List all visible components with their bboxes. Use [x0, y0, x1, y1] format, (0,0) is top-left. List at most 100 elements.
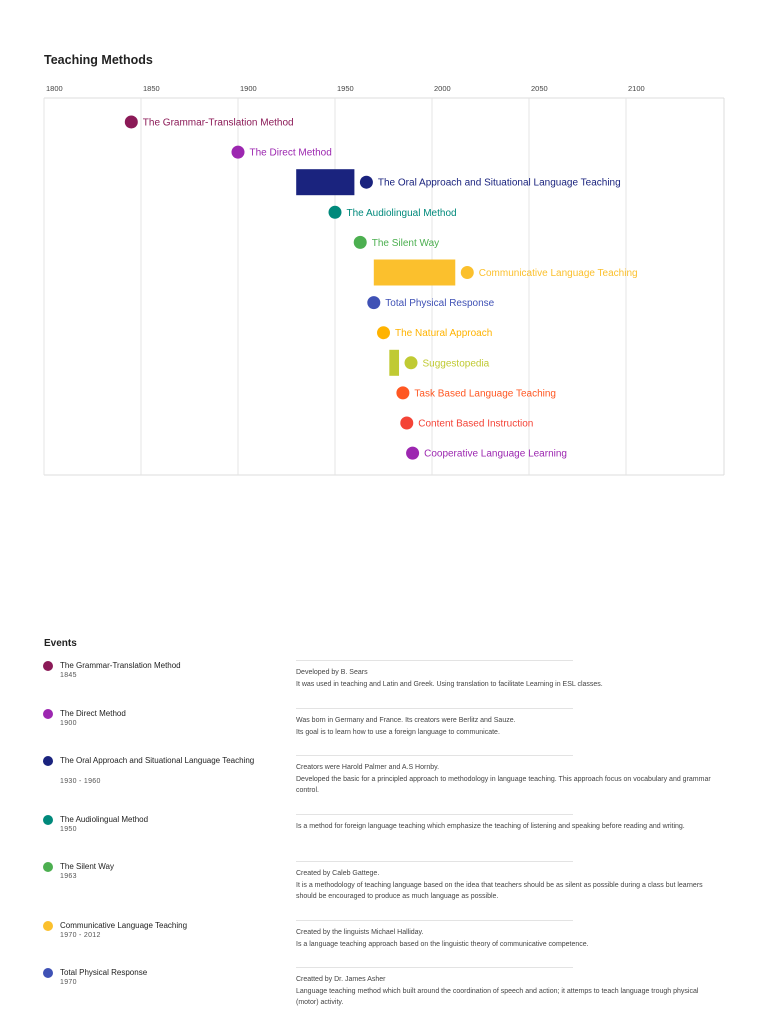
event-years: 1970	[60, 979, 77, 986]
event-dot-icon	[43, 709, 53, 719]
axis-ticks: 1800 1850 1900 1950 2000 2050 2100	[46, 84, 645, 93]
event-name: The Audiolingual Method	[60, 815, 149, 824]
event-dot-icon	[43, 862, 53, 872]
tick-label-2050: 2050	[531, 84, 548, 93]
event-years: 1845	[60, 672, 77, 679]
marker-dot	[231, 145, 245, 159]
event-description-line: Its goal is to learn how to use a foreig…	[296, 728, 500, 736]
event-divider	[296, 755, 573, 756]
marker-dot	[377, 326, 390, 340]
marker-dot	[404, 356, 418, 370]
event-description-line: Created by the linguists Michael Hallida…	[296, 929, 424, 936]
event-years: 1970 - 2012	[60, 932, 101, 939]
event-name: The Grammar-Translation Method	[60, 661, 181, 670]
item-label: Total Physical Response	[385, 298, 494, 309]
item-label: The Silent Way	[372, 238, 439, 249]
event-description-line: Developed the basic for a principled app…	[296, 775, 711, 795]
marker-dot	[367, 296, 381, 310]
marker-dot	[353, 235, 367, 249]
item-label: The Direct Method	[250, 148, 332, 159]
tick-label-1900: 1900	[240, 84, 257, 93]
events-title: Events	[44, 638, 77, 649]
gridlines	[43, 97, 725, 476]
event-description: Created by Caleb Gattege. It is a methodo…	[296, 868, 716, 903]
tick-label-1800: 1800	[46, 84, 63, 93]
timeline-item-the-direct-method[interactable]: The Direct Method	[231, 145, 332, 159]
marker-dot	[328, 205, 342, 219]
range-bar	[389, 349, 400, 376]
marker-dot	[396, 386, 410, 400]
event-dot-icon	[43, 756, 53, 766]
tick-label-1950: 1950	[337, 84, 354, 93]
event-years: 1950	[60, 826, 77, 833]
timeline-item-suggestopedia[interactable]: Suggestopedia	[389, 349, 490, 376]
event-divider	[296, 814, 573, 815]
event-description: Is a method for foreign language teachin…	[296, 821, 716, 833]
item-label: Task Based Language Teaching	[414, 388, 556, 399]
event-name: Communicative Language Teaching	[60, 921, 188, 930]
event-description: Created by the linguists Michael Hallida…	[296, 927, 716, 950]
item-label: Cooperative Language Learning	[424, 449, 567, 460]
tick-label-1850: 1850	[143, 84, 160, 93]
timeline-item-content-based-instruction[interactable]: Content Based Instruction	[400, 416, 533, 430]
timeline-item-cooperative-language-learning[interactable]: Cooperative Language Learning	[406, 446, 567, 460]
tick-label-2000: 2000	[434, 84, 451, 93]
event-description: Developed by B. Sears It was used in teac…	[296, 667, 716, 690]
item-label: Content Based Instruction	[418, 419, 533, 430]
timeline-item-the-grammar-translation-method[interactable]: The Grammar-Translation Method	[124, 115, 294, 129]
item-label: Suggestopedia	[423, 358, 490, 369]
marker-dot	[124, 115, 138, 129]
timeline-item-the-silent-way[interactable]: The Silent Way	[353, 235, 439, 249]
event-description-line: Language teaching method which built aro…	[296, 987, 699, 1007]
event-divider	[296, 920, 573, 921]
item-label: Communicative Language Teaching	[479, 268, 638, 279]
timeline-item-the-oral-approach-and-situational-language-teaching[interactable]: The Oral Approach and Situational Langua…	[296, 169, 621, 196]
marker-dot	[460, 266, 474, 279]
event-divider	[296, 708, 573, 709]
event-description-line: It is a methodology of teaching language…	[296, 881, 703, 901]
event-divider	[296, 967, 573, 968]
event-description-line: Was born in Germany and France. Its crea…	[296, 717, 516, 724]
event-description-line: Developed by B. Sears	[296, 669, 368, 676]
timeline-item-total-physical-response[interactable]: Total Physical Response	[367, 296, 495, 310]
timeline-item-task-based-language-teaching[interactable]: Task Based Language Teaching	[396, 386, 556, 400]
event-dot-icon	[43, 661, 53, 671]
event-dot-icon	[43, 921, 53, 931]
event-years: 1900	[60, 720, 77, 727]
event-years: 1930 - 1960	[60, 778, 101, 785]
event-description-line: Is a language teaching approach based on…	[296, 940, 589, 948]
item-label: The Natural Approach	[395, 328, 492, 339]
event-name: The Direct Method	[60, 709, 126, 718]
event-dot-icon	[43, 815, 53, 825]
event-years: 1963	[60, 873, 77, 880]
item-label: The Audiolingual Method	[347, 208, 457, 219]
event-dot-icon	[43, 968, 53, 978]
marker-dot	[359, 175, 373, 189]
event-description: Creators were Harold Palmer and A.S Horn…	[296, 762, 716, 797]
event-description-line: Created by Caleb Gattege.	[296, 870, 380, 877]
timeline-item-communicative-language-teaching[interactable]: Communicative Language Teaching	[373, 259, 638, 286]
event-divider	[296, 861, 573, 862]
range-bar	[373, 259, 456, 286]
range-bar	[296, 169, 355, 196]
timeline-chart: 1800 1850 1900 1950 2000 2050 2100 The Grammar…	[43, 84, 725, 476]
tick-label-2100: 2100	[628, 84, 645, 93]
event-divider	[296, 660, 573, 661]
timeline-item-the-natural-approach[interactable]: The Natural Approach	[377, 326, 492, 340]
event-name: The Oral Approach and Situational Langua…	[60, 756, 255, 765]
event-description-line: Is a method for foreign language teachin…	[296, 823, 685, 830]
event-description-line: Creators were Harold Palmer and A.S Horn…	[296, 764, 440, 771]
timeline-items: The Grammar-Translation Method The Direct…	[124, 115, 638, 460]
marker-dot	[406, 446, 420, 460]
timeline-item-the-audiolingual-method[interactable]: The Audiolingual Method	[328, 205, 457, 219]
item-label: The Grammar-Translation Method	[143, 118, 294, 129]
event-name: Total Physical Response	[60, 968, 148, 977]
event-description: Creatted by Dr. James Asher Language teac…	[296, 974, 716, 1009]
marker-dot	[400, 416, 414, 430]
event-description-line: Creatted by Dr. James Asher	[296, 976, 386, 983]
event-description-line: It was used in teaching and Latin and Gr…	[296, 680, 603, 688]
chart-title: Teaching Methods	[44, 53, 153, 67]
item-label: The Oral Approach and Situational Langua…	[378, 178, 621, 189]
event-name: The Silent Way	[60, 862, 114, 871]
event-description: Was born in Germany and France. Its crea…	[296, 715, 716, 738]
